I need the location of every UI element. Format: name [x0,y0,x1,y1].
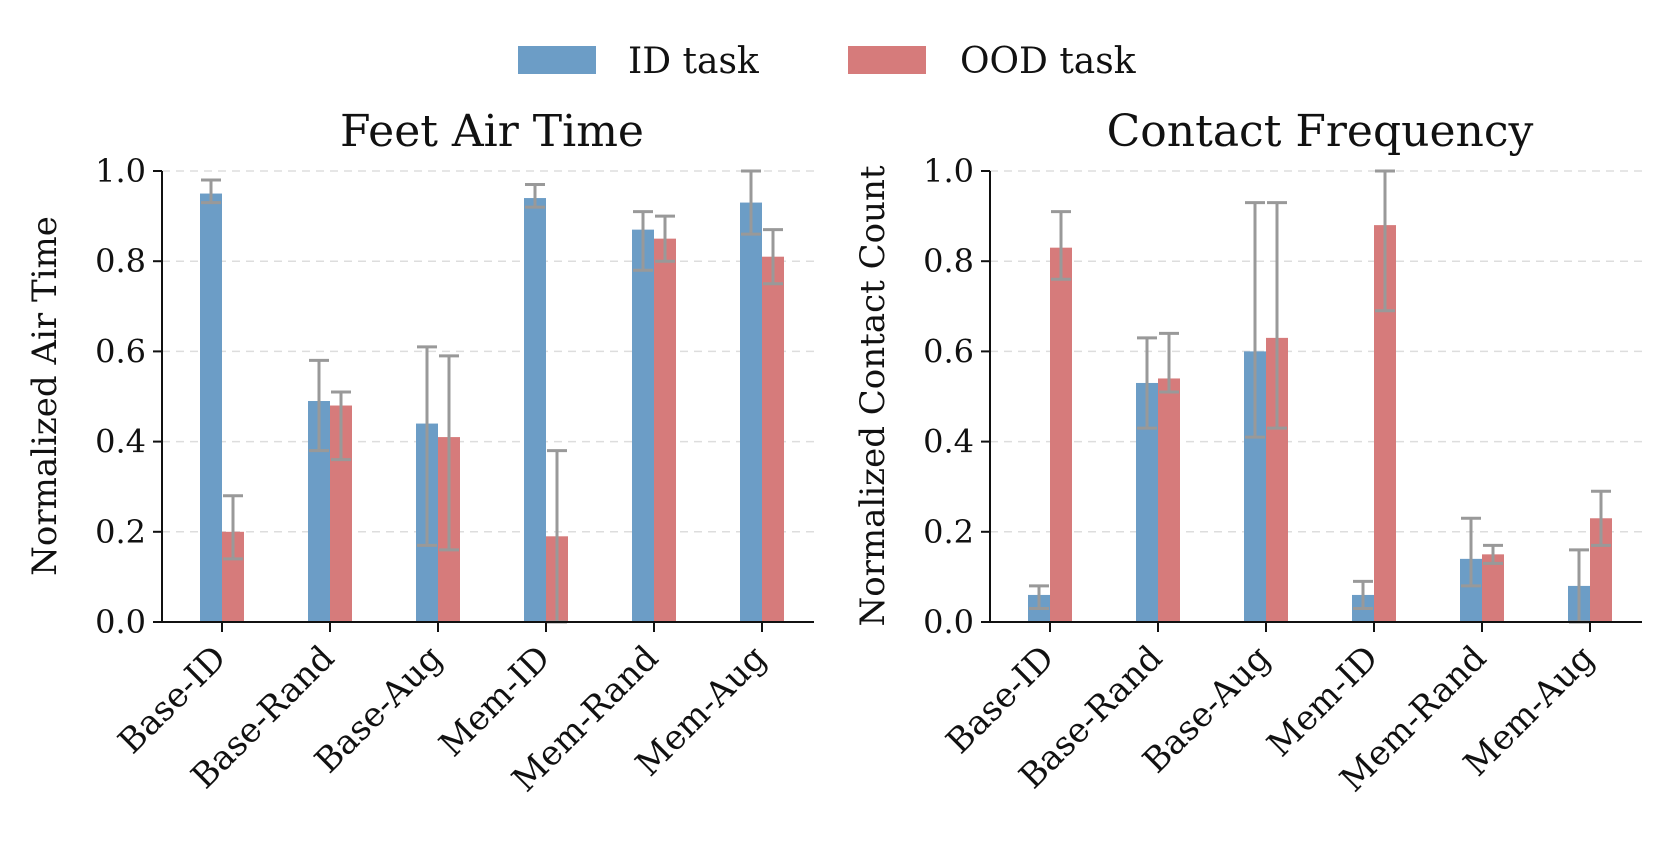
bar-id-task-base-rand [1136,382,1158,622]
bar-id-task-mem-aug [740,202,762,622]
legend-swatch-ood [848,46,926,74]
y-tick-label: 1.0 [923,152,974,190]
y-axis-label-contact-frequency: Normalized Contact Count [853,165,893,626]
y-tick-label: 1.0 [95,152,146,190]
bar-id-task-base-aug [1244,351,1266,622]
y-axis-label-feet-air-time: Normalized Air Time [25,216,65,576]
y-tick-label: 0.8 [923,242,974,280]
legend: ID task OOD task [518,41,1137,82]
chart-title-feet-air-time: Feet Air Time [340,106,644,157]
bar-ood-task-base-id [1050,247,1072,623]
bar-id-task-base-id [200,193,222,623]
bar-ood-task-mem-rand [1482,554,1504,622]
legend-label-ood: OOD task [960,41,1137,82]
bar-id-task-base-rand [308,401,330,622]
bar-ood-task-mem-id [1374,225,1396,622]
bar-ood-task-base-rand [1158,378,1180,622]
bar-id-task-mem-rand [632,229,654,622]
legend-label-id: ID task [628,41,760,82]
bar-id-task-mem-id [524,198,546,622]
y-tick-label: 0.6 [923,332,974,370]
y-tick-label: 0.8 [95,242,146,280]
chart-contact-frequency: Contact Frequency Normalized Contact Cou… [853,106,1642,800]
plot-area-feet-air-time: 0.00.20.40.60.81.0Base-IDBase-RandBase-A… [95,152,814,800]
chart-feet-air-time: Feet Air Time Normalized Air Time 0.0 0.2… [25,106,814,800]
y-tick-label: 0.4 [923,423,974,461]
y-tick-label: 0.4 [95,423,146,461]
bar-ood-task-base-aug [1266,337,1288,622]
chart-title-contact-frequency: Contact Frequency [1107,106,1534,157]
y-tick-label: 0.0 [923,603,974,641]
y-tick-label: 0.0 [95,603,146,641]
bar-ood-task-base-id [222,531,244,622]
legend-swatch-id [518,46,596,74]
y-tick-label: 0.2 [95,513,146,551]
bar-ood-task-mem-rand [654,238,676,622]
plot-area-contact-frequency: 0.00.20.40.60.81.0Base-IDBase-RandBase-A… [923,152,1642,800]
bar-id-task-mem-rand [1460,558,1482,622]
y-tick-label: 0.2 [923,513,974,551]
bar-ood-task-mem-aug [762,256,784,622]
y-tick-label: 0.6 [95,332,146,370]
